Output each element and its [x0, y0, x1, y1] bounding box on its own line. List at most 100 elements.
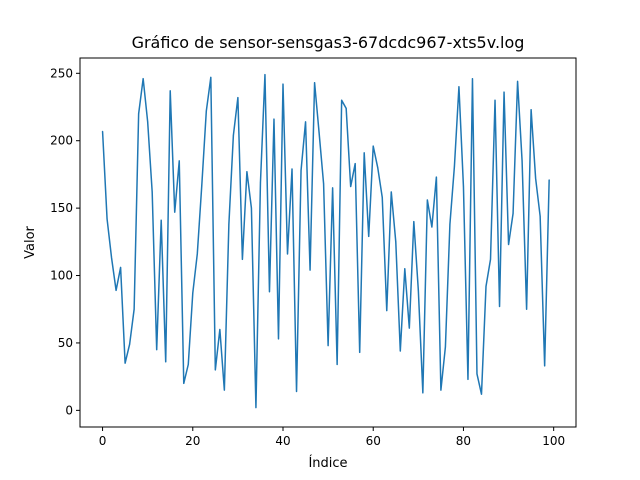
data-point [223, 389, 225, 391]
data-point [449, 223, 451, 225]
data-point [462, 186, 464, 188]
data-point [372, 145, 374, 147]
data-point [129, 343, 131, 345]
y-tick-label: 100 [50, 269, 73, 283]
data-point [323, 183, 325, 185]
chart-title: Gráfico de sensor-sensgas3-67dcdc967-xts… [132, 33, 525, 52]
x-axis-label: Índice [308, 455, 347, 471]
data-point [341, 99, 343, 101]
data-point [259, 182, 261, 184]
data-point [183, 382, 185, 384]
x-tick-label: 60 [366, 434, 381, 448]
data-point [530, 109, 532, 111]
series-layer [101, 73, 550, 409]
data-point [250, 207, 252, 209]
data-point [201, 184, 203, 186]
data-point [390, 191, 392, 193]
data-point [336, 364, 338, 366]
data-point [508, 244, 510, 246]
data-point [395, 241, 397, 243]
data-point [350, 186, 352, 188]
data-point [512, 213, 514, 215]
data-point [255, 407, 257, 409]
data-point [476, 373, 478, 375]
data-point [232, 134, 234, 136]
y-tick-label: 200 [50, 134, 73, 148]
data-point [151, 191, 153, 193]
data-point [165, 361, 167, 363]
y-tick-label: 150 [50, 201, 73, 215]
data-point [363, 152, 365, 154]
data-point [156, 349, 158, 351]
data-point [404, 268, 406, 270]
data-point [106, 218, 108, 220]
data-point [228, 223, 230, 225]
plot-area-frame [79, 57, 577, 428]
data-point [147, 121, 149, 123]
data-point [431, 226, 433, 228]
data-point [413, 221, 415, 223]
data-point [345, 107, 347, 109]
data-point [490, 258, 492, 260]
data-point [480, 393, 482, 395]
data-point [268, 291, 270, 293]
axis-ticks: 0 20 40 60 80 100 0 50 100 150 200 250 [50, 66, 565, 448]
x-tick-label: 100 [542, 434, 565, 448]
y-tick-label: 250 [50, 66, 73, 80]
data-point [273, 118, 275, 120]
data-point [435, 176, 437, 178]
data-point [359, 351, 361, 353]
x-tick-label: 40 [275, 434, 290, 448]
data-point [138, 113, 140, 115]
data-point [408, 327, 410, 329]
data-point [210, 76, 212, 78]
data-point [237, 97, 239, 99]
data-point [133, 308, 135, 310]
data-point [368, 235, 370, 237]
x-tick-label: 20 [185, 434, 200, 448]
data-point [296, 390, 298, 392]
data-point [264, 74, 266, 76]
data-point [526, 308, 528, 310]
x-tick-label: 80 [456, 434, 471, 448]
data-point [440, 389, 442, 391]
x-tick-label: 0 [99, 434, 107, 448]
data-point [160, 219, 162, 221]
data-point [124, 362, 126, 364]
data-point [314, 82, 316, 84]
data-point [291, 168, 293, 170]
data-point [381, 196, 383, 198]
data-point [142, 78, 144, 80]
data-point [444, 346, 446, 348]
data-point [241, 258, 243, 260]
data-point [517, 80, 519, 82]
data-point [485, 285, 487, 287]
data-point [548, 179, 550, 181]
data-point [521, 160, 523, 162]
data-point [467, 378, 469, 380]
data-point [422, 392, 424, 394]
data-point [120, 266, 122, 268]
data-point [318, 132, 320, 134]
data-point [471, 78, 473, 80]
data-point [205, 110, 207, 112]
y-tick-label: 50 [58, 336, 73, 350]
data-point [111, 257, 113, 259]
data-point [453, 165, 455, 167]
data-point [300, 169, 302, 171]
data-point [214, 369, 216, 371]
data-point [287, 253, 289, 255]
data-point [187, 364, 189, 366]
data-point [426, 199, 428, 201]
data-point [277, 338, 279, 340]
data-point [327, 345, 329, 347]
data-point [178, 160, 180, 162]
data-point [494, 99, 496, 101]
data-point [399, 350, 401, 352]
data-point [192, 292, 194, 294]
data-point [544, 365, 546, 367]
data-point [417, 289, 419, 291]
data-point [332, 187, 334, 189]
